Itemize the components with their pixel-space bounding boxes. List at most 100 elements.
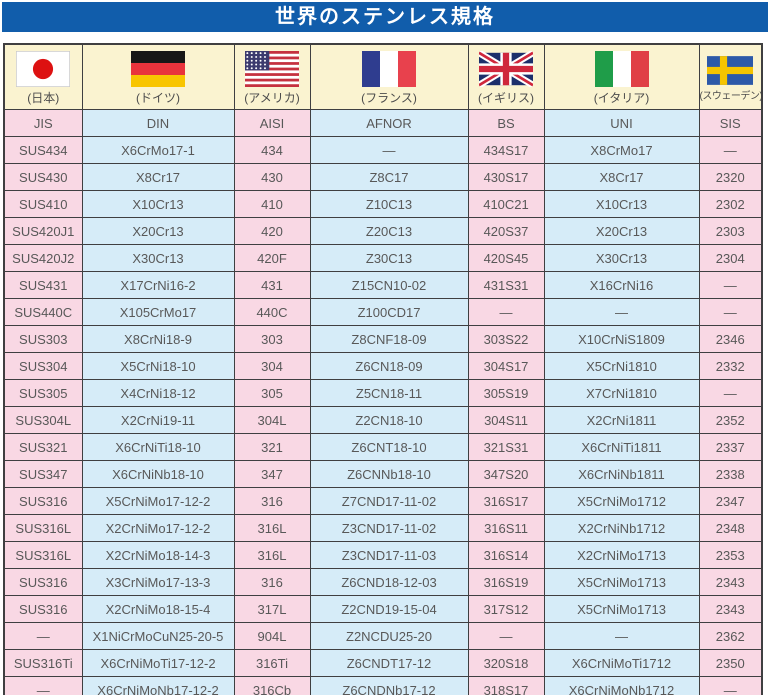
- grade-cell: 2352: [698, 406, 763, 434]
- grade-cell: ―: [467, 298, 545, 326]
- grade-cell: ―: [467, 622, 545, 650]
- grade-cell: X10CrNiS1809: [543, 325, 700, 353]
- grade-cell: Z8C17: [309, 163, 469, 191]
- grade-cell: X2CrNiMo1713: [543, 541, 700, 569]
- grade-cell: ―: [698, 271, 763, 299]
- grade-cell: Z8CNF18-09: [309, 325, 469, 353]
- grade-cell: 2332: [698, 352, 763, 380]
- table-row: ― X1NiCrMoCuN25-20-5 904L Z2NCDU25-20 ― ― 2362: [3, 622, 763, 650]
- grade-cell: SUS316Ti: [3, 649, 83, 677]
- grade-cell: ―: [698, 379, 763, 407]
- country-label: (日本): [27, 91, 60, 105]
- grade-cell: 431: [233, 271, 311, 299]
- table-row: SUS321 X6CrNiTi18-10 321 Z6CNT18-10 321S31 X6…: [3, 433, 763, 461]
- grade-cell: X10Cr13: [81, 190, 235, 218]
- grade-cell: ―: [543, 298, 700, 326]
- grade-cell: 304: [233, 352, 311, 380]
- grade-cell: Z2NCDU25-20: [309, 622, 469, 650]
- grade-cell: X6CrNiMoNb17-12-2: [81, 676, 235, 695]
- country-label: (イタリア): [593, 91, 650, 105]
- grade-cell: 2343: [698, 568, 763, 596]
- country-header-cell: (ドイツ): [81, 43, 235, 110]
- grade-cell: ―: [309, 136, 469, 164]
- grade-cell: SUS316: [3, 487, 83, 515]
- table-row: SUS304L X2CrNi19-11 304L Z2CN18-10 304S11 X2C…: [3, 406, 763, 434]
- grade-cell: 2320: [698, 163, 763, 191]
- grade-cell: SUS316: [3, 568, 83, 596]
- country-header-cell: (日本): [3, 43, 83, 110]
- grade-cell: X30Cr13: [543, 244, 700, 272]
- grade-cell: Z15CN10-02: [309, 271, 469, 299]
- standard-code-header: DIN: [81, 109, 235, 137]
- grade-cell: Z6CN18-09: [309, 352, 469, 380]
- table-row: SUS304 X5CrNi18-10 304 Z6CN18-09 304S17 X5CrN…: [3, 352, 763, 380]
- grade-cell: 347: [233, 460, 311, 488]
- grade-cell: ―: [3, 676, 83, 695]
- grade-cell: 304S17: [467, 352, 545, 380]
- grade-cell: X3CrNiMo17-13-3: [81, 568, 235, 596]
- grade-cell: Z3CND17-11-03: [309, 541, 469, 569]
- italy-flag-icon: [594, 51, 649, 87]
- grade-cell: 2353: [698, 541, 763, 569]
- grade-cell: 317L: [233, 595, 311, 623]
- grade-cell: X105CrMo17: [81, 298, 235, 326]
- grade-cell: X8CrMo17: [543, 136, 700, 164]
- grade-cell: 2343: [698, 595, 763, 623]
- grade-cell: Z3CND17-11-02: [309, 514, 469, 542]
- standard-code-header: SIS: [698, 109, 763, 137]
- table-row: SUS316 X2CrNiMo18-15-4 317L Z2CND19-15-04 31…: [3, 595, 763, 623]
- page-title: 世界のステンレス規格: [2, 2, 768, 32]
- grade-cell: 305: [233, 379, 311, 407]
- grade-cell: X6CrMo17-1: [81, 136, 235, 164]
- grade-cell: 2303: [698, 217, 763, 245]
- table-row: SUS347 X6CrNiNb18-10 347 Z6CNNb18-10 347S20 X…: [3, 460, 763, 488]
- germany-flag-icon: [131, 51, 185, 87]
- grade-cell: 316Ti: [233, 649, 311, 677]
- grade-cell: SUS321: [3, 433, 83, 461]
- grade-cell: 316L: [233, 514, 311, 542]
- grade-cell: X8Cr17: [81, 163, 235, 191]
- grade-cell: X6CrNiMoTi1712: [543, 649, 700, 677]
- grade-cell: 420F: [233, 244, 311, 272]
- grade-cell: 434: [233, 136, 311, 164]
- table-row: SUS434 X6CrMo17-1 434 ― 434S17 X8CrMo17 ―: [3, 136, 763, 164]
- grade-cell: 2302: [698, 190, 763, 218]
- usa-flag-icon: [245, 51, 299, 87]
- grade-cell: SUS304L: [3, 406, 83, 434]
- table-row: SUS305 X4CrNi18-12 305 Z5CN18-11 305S19 X7CrN…: [3, 379, 763, 407]
- grade-cell: 316L: [233, 541, 311, 569]
- uk-flag-icon: [479, 51, 533, 87]
- grade-cell: 431S31: [467, 271, 545, 299]
- grade-cell: SUS430: [3, 163, 83, 191]
- grade-cell: 2347: [698, 487, 763, 515]
- grade-cell: Z5CN18-11: [309, 379, 469, 407]
- grade-cell: 316: [233, 568, 311, 596]
- grade-cell: ―: [698, 298, 763, 326]
- table-row: SUS316 X3CrNiMo17-13-3 316 Z6CND18-12-03 316…: [3, 568, 763, 596]
- grade-cell: Z10C13: [309, 190, 469, 218]
- grade-cell: 410C21: [467, 190, 545, 218]
- standard-code-header: BS: [467, 109, 545, 137]
- grade-cell: 430: [233, 163, 311, 191]
- country-header-cell: (イタリア): [543, 43, 700, 110]
- grade-cell: X2CrNi1811: [543, 406, 700, 434]
- grade-cell: 321S31: [467, 433, 545, 461]
- grade-cell: 316S11: [467, 514, 545, 542]
- grade-cell: SUS420J2: [3, 244, 83, 272]
- grade-cell: SUS316L: [3, 541, 83, 569]
- table-row: SUS431 X17CrNi16-2 431 Z15CN10-02 431S31 X16C…: [3, 271, 763, 299]
- grade-cell: 316Cb: [233, 676, 311, 695]
- grade-cell: 2362: [698, 622, 763, 650]
- grade-cell: 304L: [233, 406, 311, 434]
- grade-cell: 320S18: [467, 649, 545, 677]
- grade-cell: SUS303: [3, 325, 83, 353]
- grade-cell: X8CrNi18-9: [81, 325, 235, 353]
- grade-cell: X1NiCrMoCuN25-20-5: [81, 622, 235, 650]
- grade-cell: 904L: [233, 622, 311, 650]
- grade-cell: 420S37: [467, 217, 545, 245]
- grade-cell: X2CrNiNb1712: [543, 514, 700, 542]
- grade-cell: X2CrNi19-11: [81, 406, 235, 434]
- grade-cell: X17CrNi16-2: [81, 271, 235, 299]
- table-row: SUS316L X2CrNiMo17-12-2 316L Z3CND17-11-02 3…: [3, 514, 763, 542]
- grade-cell: 316S14: [467, 541, 545, 569]
